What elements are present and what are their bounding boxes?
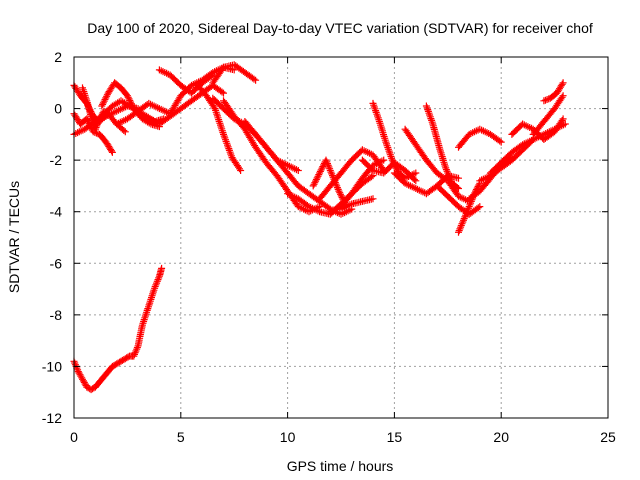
series-track-33 [529,92,567,138]
series-track-25 [422,102,462,192]
data-points [455,125,505,151]
chart-title: Day 100 of 2020, Sidereal Day-to-day VTE… [87,20,593,36]
grid-lines [74,57,608,418]
series-track-26 [433,182,484,218]
x-tick-label: 0 [70,429,78,445]
series-track-24 [401,125,473,205]
data-points [540,79,567,105]
y-tick-label: -4 [50,204,63,220]
y-tick-label: -2 [50,152,63,168]
y-tick-label: -12 [42,410,62,426]
axis-ticks: 0 5 10 15 20 25 -12 -10 -8 -6 -4 -2 0 2 [42,49,616,445]
series-track-11 [209,61,260,87]
x-tick-label: 5 [177,429,185,445]
series-track-29 [455,125,505,151]
data-points [337,195,377,213]
y-tick-label: 2 [54,49,62,65]
data-points [401,125,473,205]
y-axis-title: SDTVAR / TECUs [6,181,22,293]
series-track-35 [70,264,166,394]
y-tick-label: -8 [50,307,63,323]
x-tick-label: 15 [387,429,403,445]
series-track-34 [540,79,567,105]
y-tick-label: -6 [50,255,63,271]
data-series [70,61,569,394]
data-points [70,264,166,394]
x-tick-label: 10 [280,429,296,445]
data-points [209,61,260,87]
data-points [433,182,484,218]
data-points [241,118,356,218]
x-tick-label: 20 [493,429,509,445]
y-tick-label: 0 [54,101,62,117]
series-track-15 [241,118,356,218]
series-track-12 [194,81,245,174]
data-points [529,92,567,138]
y-tick-label: -10 [42,358,62,374]
x-tick-label: 25 [600,429,616,445]
plot-frame [73,56,609,419]
series-track-18 [316,146,388,203]
data-points [316,146,388,203]
data-points [422,102,462,192]
data-points [369,99,420,182]
x-axis-title: GPS time / hours [287,458,394,474]
series-track-22 [369,99,420,182]
data-points [194,81,245,174]
series-track-20 [337,195,377,213]
